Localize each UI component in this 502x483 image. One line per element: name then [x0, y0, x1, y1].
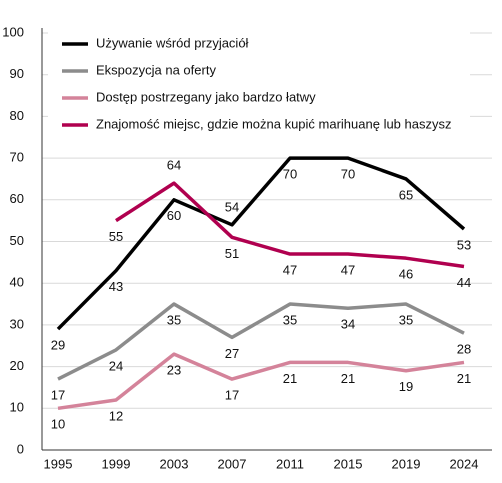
data-label: 70	[341, 167, 355, 182]
data-label: 55	[109, 229, 123, 244]
y-tick-label: 60	[10, 191, 24, 206]
data-label: 65	[399, 187, 413, 202]
data-label: 29	[51, 338, 65, 353]
data-label: 10	[51, 417, 65, 432]
data-label: 21	[283, 371, 297, 386]
y-tick-label: 50	[10, 233, 24, 248]
data-label: 12	[109, 408, 123, 423]
data-label: 70	[283, 167, 297, 182]
x-tick-label: 1995	[44, 456, 73, 471]
legend-label: Używanie wśród przyjaciół	[96, 35, 249, 50]
x-tick-label: 2015	[334, 456, 363, 471]
y-tick-label: 90	[10, 66, 24, 81]
x-tick-label: 2019	[392, 456, 421, 471]
data-label: 21	[457, 371, 471, 386]
data-label: 27	[225, 346, 239, 361]
legend-box	[48, 22, 470, 140]
x-tick-label: 2003	[160, 456, 189, 471]
series-line	[57, 352, 465, 411]
data-label: 34	[341, 317, 355, 332]
series-line	[57, 302, 465, 381]
y-tick-label: 10	[10, 400, 24, 415]
series-line	[115, 181, 465, 269]
x-tick-label: 2011	[276, 456, 304, 471]
data-label: 54	[225, 199, 239, 214]
data-label: 60	[167, 208, 181, 223]
data-label: 51	[225, 246, 239, 261]
y-tick-label: 40	[10, 275, 24, 290]
x-tick-label: 1999	[102, 456, 131, 471]
legend-label: Znajomość miejsc, gdzie można kupić mari…	[96, 116, 452, 131]
y-tick-label: 80	[10, 108, 24, 123]
data-label: 19	[399, 379, 413, 394]
data-label: 43	[109, 279, 123, 294]
data-label: 17	[225, 388, 239, 403]
x-tick-label: 2007	[218, 456, 247, 471]
legend-label: Ekspozycja na oferty	[96, 62, 216, 77]
data-label: 24	[109, 358, 123, 373]
data-label: 17	[51, 388, 65, 403]
data-label: 35	[283, 312, 297, 327]
y-tick-label: 20	[10, 358, 24, 373]
data-label: 28	[457, 342, 471, 357]
data-label: 44	[457, 275, 471, 290]
y-tick-label: 30	[10, 316, 24, 331]
data-label: 35	[167, 312, 181, 327]
y-tick-label: 0	[17, 441, 24, 456]
data-label: 53	[457, 237, 471, 252]
data-label: 35	[399, 312, 413, 327]
data-label: 23	[167, 363, 181, 378]
data-label: 64	[167, 158, 181, 173]
series-line	[56, 156, 466, 331]
data-label: 46	[399, 267, 413, 282]
x-tick-label: 2024	[450, 456, 479, 471]
data-label: 21	[341, 371, 355, 386]
y-tick-label: 100	[2, 24, 24, 39]
y-tick-label: 70	[10, 150, 24, 165]
data-label: 47	[341, 262, 355, 277]
legend-label: Dostęp postrzegany jako bardzo łatwy	[96, 89, 316, 104]
data-label: 47	[283, 262, 297, 277]
